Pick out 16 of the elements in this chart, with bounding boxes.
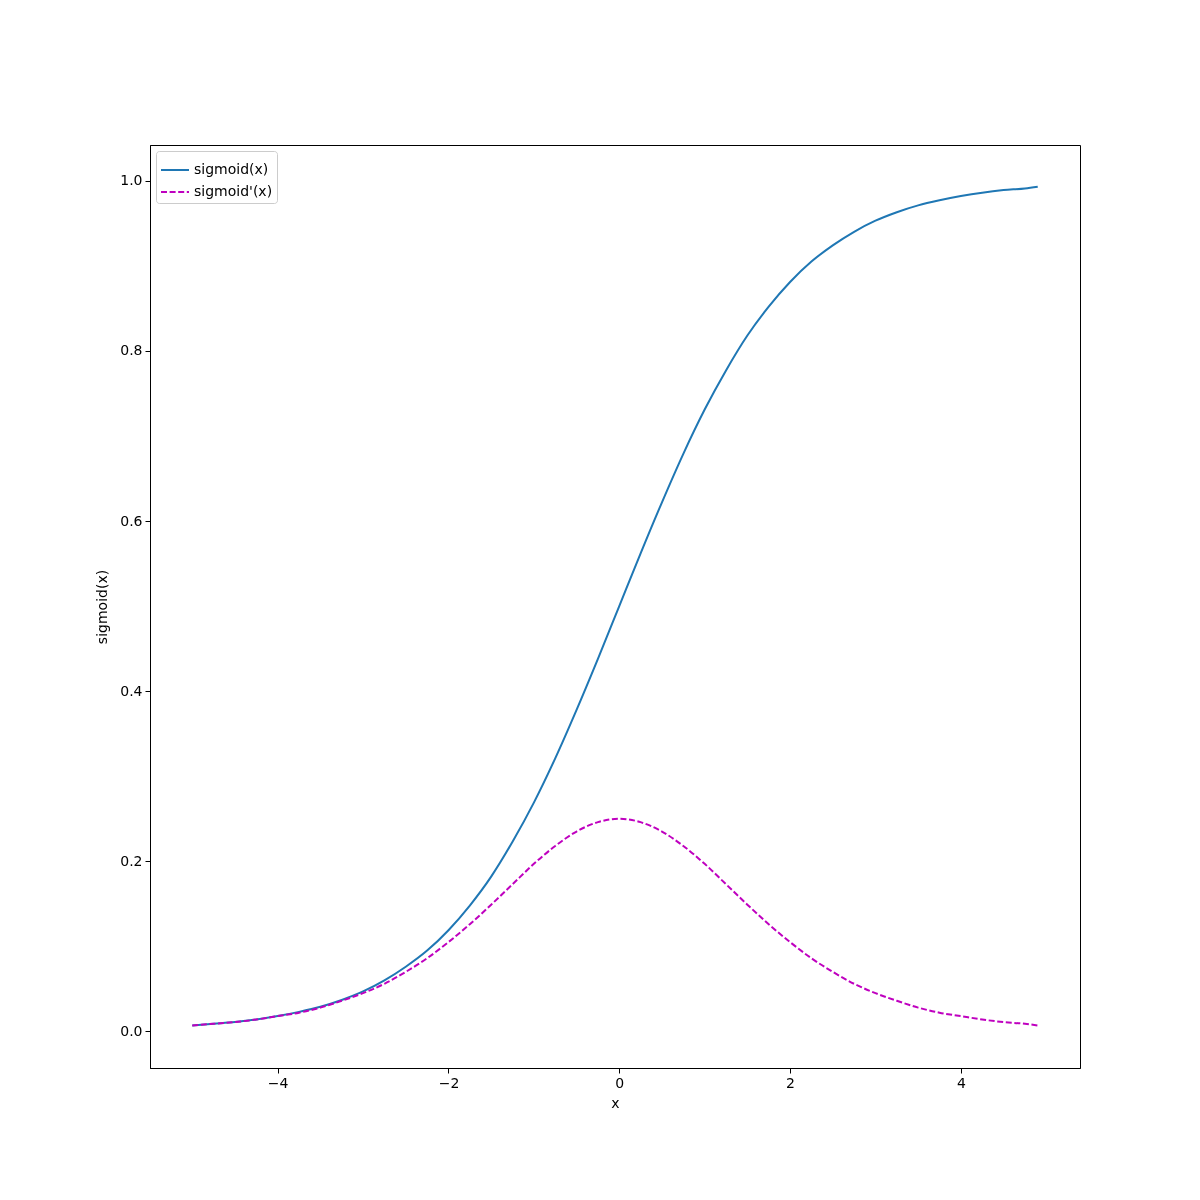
x-axis-title: x [611, 1094, 620, 1111]
x-tick-label: 0 [615, 1074, 625, 1091]
legend-label: sigmoid(x) [194, 161, 269, 177]
y-tick-label: 0.0 [120, 1022, 143, 1039]
y-tick-label: 0.4 [120, 682, 143, 699]
y-tick-label: 0.8 [120, 342, 143, 359]
x-tick-label: −4 [267, 1074, 289, 1091]
y-tick-label: 0.6 [120, 512, 143, 529]
line-series [191, 817, 1039, 1027]
y-tick-label: 1.0 [120, 172, 143, 189]
x-tick-label: 2 [786, 1074, 796, 1091]
x-tick-label: −2 [438, 1074, 460, 1091]
y-tick-label: 0.2 [120, 852, 143, 869]
legend-label: sigmoid'(x) [194, 183, 273, 199]
x-tick-label: 4 [956, 1074, 966, 1091]
y-axis-title: sigmoid(x) [94, 569, 111, 645]
